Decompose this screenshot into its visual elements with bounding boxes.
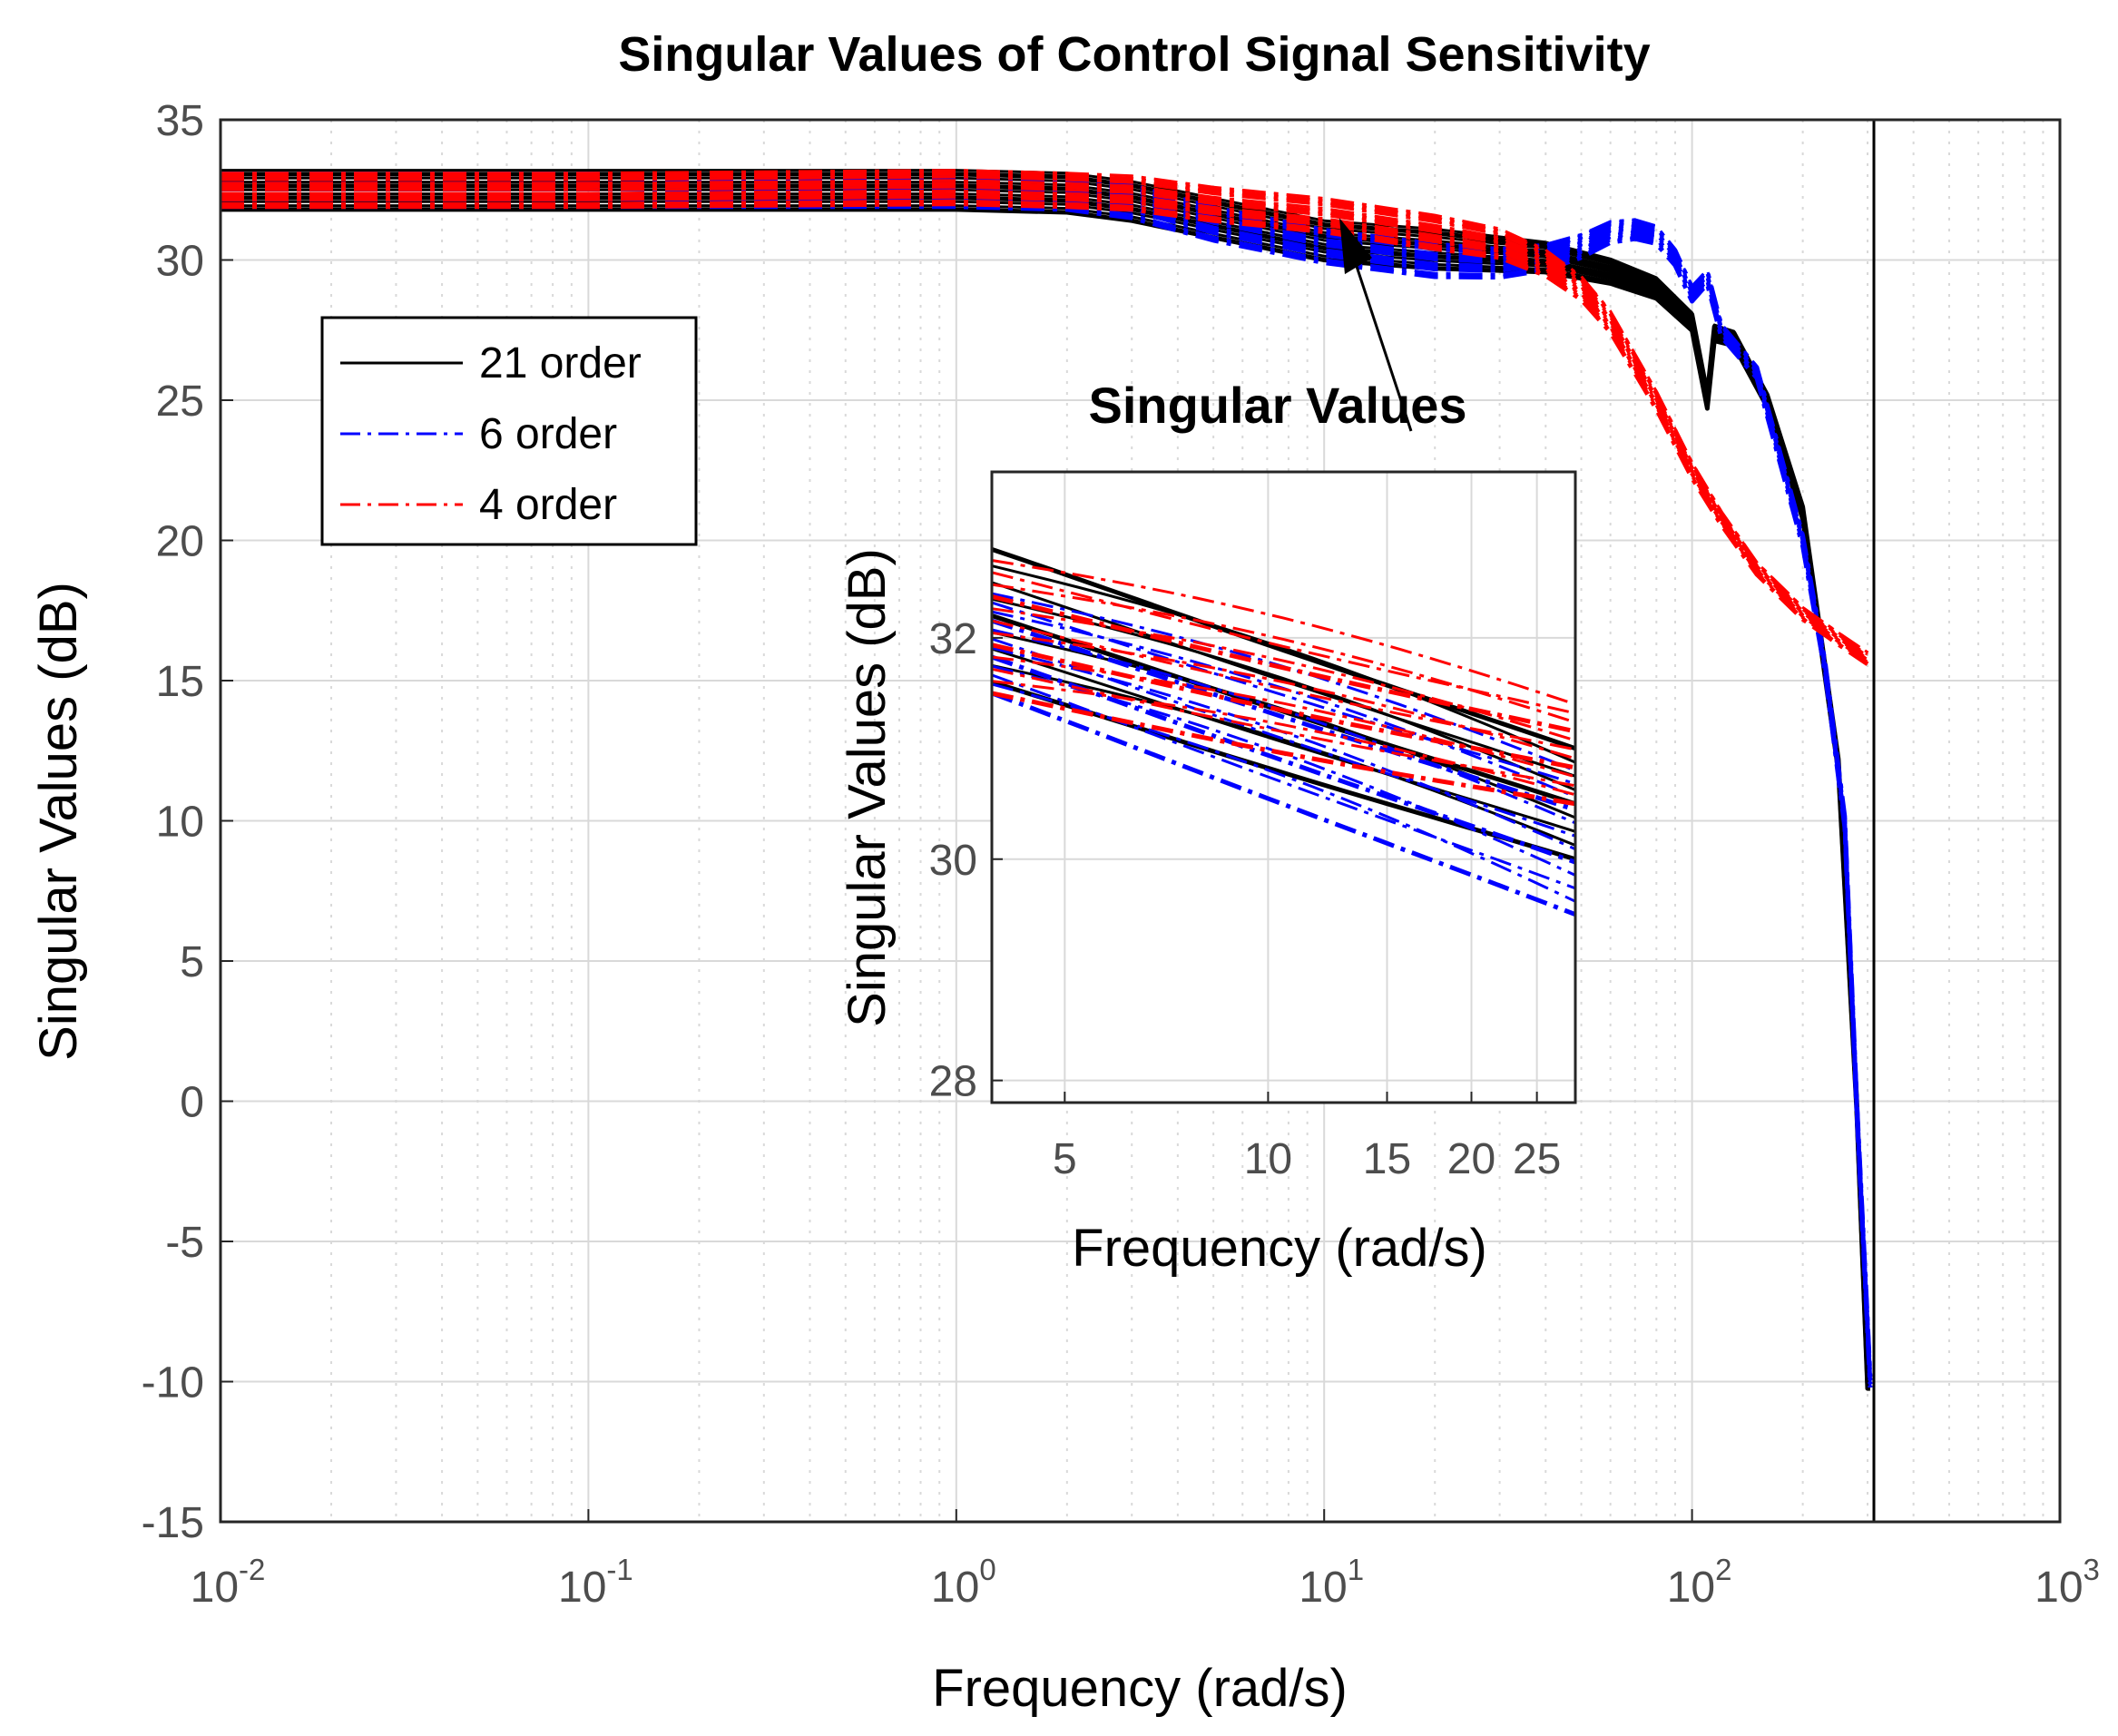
y-tick-label: 15	[156, 658, 204, 706]
inset-x-tick-label: 15	[1363, 1135, 1411, 1183]
series-line-4-order	[221, 171, 1869, 656]
x-tick-label: 102	[1667, 1553, 1732, 1612]
y-tick-label: 35	[156, 97, 204, 145]
series-line-6-order	[221, 191, 1872, 1383]
inset-y-tick-label: 30	[929, 837, 977, 885]
x-tick-label: 10-1	[558, 1553, 633, 1612]
main-series	[221, 169, 1873, 1391]
inset-series-line-4-order	[991, 593, 1576, 734]
inset-x-tick-label: 5	[1053, 1135, 1077, 1183]
inset-series-line-6-order	[991, 637, 1576, 838]
annotation-arrow	[1338, 218, 1413, 432]
chart-title: Singular Values of Control Signal Sensit…	[618, 27, 1650, 82]
y-tick-label: -5	[165, 1219, 204, 1267]
y-tick-label: -15	[142, 1499, 204, 1547]
legend-label-21-order: 21 order	[479, 339, 642, 387]
x-axis-label: Frequency (rad/s)	[932, 1659, 1348, 1718]
y-tick-label: 5	[180, 938, 204, 986]
y-tick-label: 10	[156, 799, 204, 847]
inset-series-line-21-order	[991, 663, 1576, 847]
inset-x-tick-label: 10	[1244, 1135, 1292, 1183]
inset-series-line-4-order	[991, 619, 1576, 751]
annotation-arrow-head	[1338, 218, 1372, 275]
inset-x-ticks: 5 10 15 20 25	[1053, 1092, 1561, 1183]
inset-series-line-4-order	[991, 642, 1576, 770]
inset-x-axis-label: Frequency (rad/s)	[1072, 1219, 1487, 1278]
inset-series	[991, 547, 1576, 917]
inset-y-axis-label: Singular Values (dB)	[838, 548, 897, 1027]
inset-series-line-4-order	[991, 559, 1576, 706]
legend-box	[320, 316, 698, 546]
series-line-6-order	[221, 181, 1872, 1379]
x-tick-label: 101	[1299, 1553, 1364, 1612]
series-line-6-order	[221, 172, 1872, 1377]
inset-y-tick-label: 28	[929, 1058, 977, 1106]
inset-x-tick-label: 25	[1513, 1135, 1561, 1183]
inset-series-line-4-order	[991, 571, 1576, 715]
legend: 21 order 6 order 4 order	[320, 316, 698, 546]
y-tick-label: -10	[142, 1359, 204, 1407]
inset-series-line-21-order	[991, 647, 1576, 833]
x-tick-label: 100	[931, 1553, 996, 1612]
y-tick-label: 25	[156, 378, 204, 426]
legend-label-6-order: 6 order	[479, 410, 617, 458]
series-line-4-order	[221, 169, 1868, 654]
inset-y-tick-label: 32	[929, 615, 977, 663]
inset-axes-frame	[990, 470, 1577, 1104]
y-tick-label: 30	[156, 238, 204, 286]
series-line-6-order	[221, 201, 1872, 1387]
y-tick-label: 20	[156, 518, 204, 566]
inset-series-line-21-order	[991, 547, 1576, 751]
inset-series-line-6-order	[991, 691, 1576, 917]
inset-y-ticks: 28 30 32	[929, 615, 1003, 1106]
legend-label-4-order: 4 order	[479, 481, 617, 529]
series-line-6-order	[221, 204, 1873, 1388]
inset-series-line-4-order	[991, 691, 1576, 807]
main-x-ticks: 10-2 10-1 100 101 102 103	[191, 1509, 2100, 1612]
inset-series-line-6-order	[991, 601, 1576, 786]
inset-x-tick-label: 20	[1447, 1135, 1495, 1183]
inset-grid	[992, 472, 1575, 1103]
inset-series-line-4-order	[991, 667, 1576, 788]
x-tick-label: 103	[2035, 1553, 2100, 1612]
y-axis-label: Singular Values (dB)	[29, 582, 88, 1061]
x-tick-label: 10-2	[191, 1553, 266, 1612]
main-y-ticks: 35 30 25 20 15 10 5 0 -5 -10 -15	[142, 97, 233, 1547]
y-tick-label: 0	[180, 1079, 204, 1127]
inset-series-line-6-order	[991, 618, 1576, 812]
series-line-4-order	[221, 175, 1868, 656]
